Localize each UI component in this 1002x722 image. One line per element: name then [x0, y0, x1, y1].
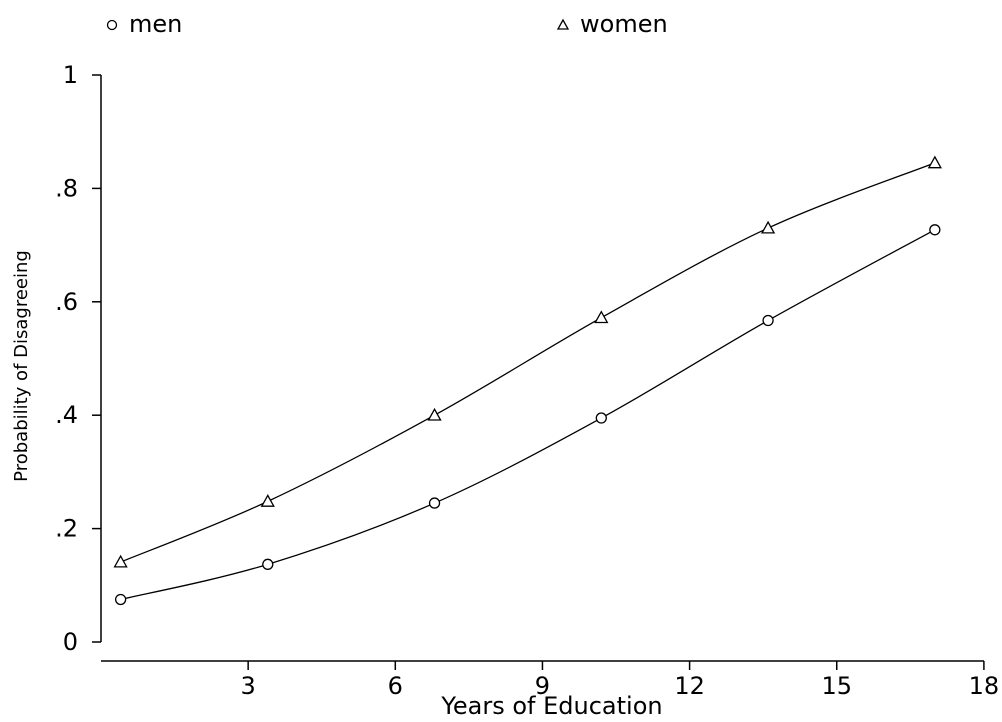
series-women [113, 155, 942, 568]
series-men [114, 224, 941, 606]
legend-label-men: men [129, 10, 182, 38]
series-line-women [120, 162, 936, 563]
legend-marker-men [106, 19, 118, 31]
data-point-women [260, 494, 275, 507]
x-tick-label: 3 [241, 672, 256, 700]
data-point-men [114, 593, 127, 606]
axes [100, 75, 984, 662]
data-point-women [927, 155, 942, 169]
x-tick-label: 15 [821, 672, 852, 700]
data-point-men [762, 314, 774, 327]
x-tick-label: 9 [535, 672, 550, 700]
y-tick-label: 1 [63, 61, 78, 89]
series-group [113, 155, 942, 606]
y-tick-label: .8 [55, 174, 78, 202]
y-tick-label: .4 [55, 401, 78, 429]
legend-item-women: women [556, 10, 668, 38]
x-tick-label: 6 [388, 672, 403, 700]
data-point-men [428, 497, 441, 509]
y-tick-label: .6 [55, 288, 78, 316]
data-point-men [595, 412, 607, 424]
data-point-men [262, 558, 274, 570]
y-tick-label: .2 [55, 515, 78, 543]
y-tick-label: 0 [63, 628, 78, 656]
legend-item-men: men [106, 10, 182, 38]
y-axis-title: Probability of Disagreeing [11, 250, 32, 482]
data-point-women [427, 407, 442, 421]
legend-marker-women [556, 18, 570, 30]
ticks: 0 .2 .4 .6 .8 1 3 6 9 12 15 18 [55, 61, 999, 700]
data-point-women [594, 310, 609, 324]
legend: men women [106, 10, 668, 38]
data-point-women [760, 220, 776, 234]
x-tick-label: 12 [674, 672, 705, 700]
x-tick-label: 18 [969, 672, 1000, 700]
data-point-men [929, 224, 941, 236]
series-line-men [120, 229, 936, 601]
legend-label-women: women [580, 10, 668, 38]
x-axis-title: Years of Education [440, 692, 662, 720]
data-point-women [113, 554, 128, 568]
